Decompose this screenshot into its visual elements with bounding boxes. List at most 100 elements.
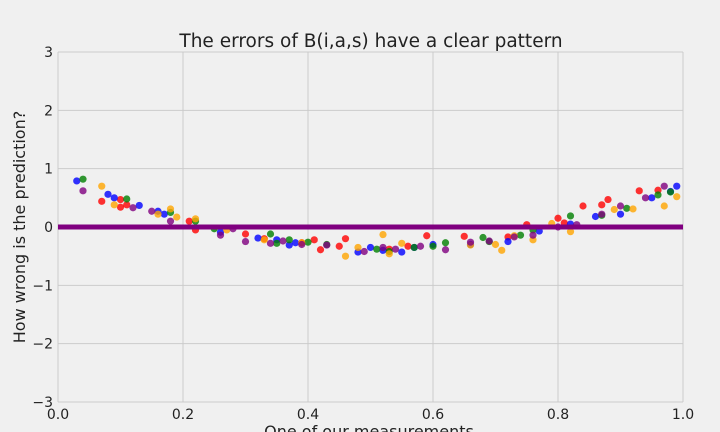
x-tick-label: 1.0 <box>672 407 694 423</box>
data-point <box>654 191 662 199</box>
data-point <box>379 230 387 239</box>
data-point <box>635 187 643 195</box>
y-tick-label: 0 <box>44 220 53 236</box>
data-point <box>598 210 606 218</box>
data-point <box>285 236 293 244</box>
data-point <box>279 237 287 245</box>
data-point <box>129 204 137 212</box>
data-point <box>73 177 81 185</box>
data-point <box>241 230 250 238</box>
data-point <box>673 193 681 201</box>
data-point <box>148 207 156 215</box>
data-point <box>354 243 362 252</box>
data-point <box>310 236 318 244</box>
x-tick-label: 0.4 <box>297 407 319 423</box>
x-tick-label: 0.6 <box>422 407 444 423</box>
data-point <box>416 242 425 250</box>
data-point <box>648 194 656 202</box>
data-point <box>510 233 518 241</box>
data-point <box>273 239 281 247</box>
data-point <box>391 245 400 253</box>
data-point <box>335 242 343 250</box>
data-point <box>604 195 612 204</box>
x-tick-label: 0.2 <box>172 407 194 423</box>
data-point <box>441 239 450 247</box>
data-point <box>479 233 487 242</box>
data-point <box>485 237 493 245</box>
data-point <box>160 210 168 218</box>
series-0 <box>98 186 662 254</box>
data-point <box>266 230 275 238</box>
x-axis-label: One of our measurements <box>264 422 474 432</box>
data-point <box>398 248 406 256</box>
data-point <box>79 175 87 183</box>
data-point <box>616 210 625 218</box>
data-point <box>404 242 412 250</box>
data-point <box>516 231 525 239</box>
y-tick-label: 1 <box>44 162 53 178</box>
data-point <box>554 214 562 222</box>
series-1 <box>73 177 681 256</box>
data-point <box>173 213 181 221</box>
x-tick-label: 0.0 <box>47 407 69 423</box>
data-point <box>316 246 325 254</box>
y-tick-label: −3 <box>32 395 53 411</box>
data-point <box>641 194 650 202</box>
scatter-points <box>73 175 681 260</box>
data-point <box>429 242 437 250</box>
data-point <box>504 237 512 246</box>
data-point <box>110 194 118 202</box>
data-point <box>566 212 575 220</box>
data-point <box>423 232 431 240</box>
data-point <box>660 182 668 190</box>
data-point <box>491 240 500 249</box>
data-point <box>591 212 600 221</box>
data-point <box>298 240 306 249</box>
data-point <box>241 237 250 246</box>
y-tick-label: −1 <box>32 278 53 294</box>
data-point <box>529 231 537 239</box>
data-point <box>285 241 293 249</box>
data-point <box>410 243 418 252</box>
data-point <box>385 250 393 258</box>
data-point <box>598 201 606 209</box>
data-point <box>373 245 381 253</box>
data-point <box>166 217 175 225</box>
data-point <box>629 205 637 213</box>
data-point <box>673 182 681 190</box>
chart-title: The errors of B(i,a,s) have a clear patt… <box>178 31 562 52</box>
data-point <box>623 204 631 212</box>
data-point <box>379 243 387 252</box>
data-point <box>116 203 125 211</box>
tick-labels: 0.0 0.2 0.4 0.6 0.8 1.0 −3 −2 −1 0 1 2 3 <box>32 45 694 423</box>
data-point <box>360 247 368 256</box>
data-point <box>79 187 87 195</box>
data-point <box>98 182 106 190</box>
data-point <box>98 197 106 205</box>
data-point <box>341 235 350 243</box>
series-4 <box>79 182 668 256</box>
data-point <box>610 205 618 214</box>
data-point <box>398 239 406 247</box>
data-point <box>260 236 268 244</box>
data-point <box>116 195 125 204</box>
data-point <box>135 201 143 210</box>
data-point <box>123 201 131 209</box>
y-tick-label: 2 <box>44 103 53 119</box>
series-2 <box>79 175 675 256</box>
data-point <box>216 231 225 239</box>
data-point <box>291 239 300 247</box>
data-point <box>304 238 312 246</box>
data-point <box>566 228 575 236</box>
data-point <box>441 246 450 254</box>
data-point <box>185 217 193 225</box>
data-point <box>191 215 200 223</box>
data-point <box>660 202 668 210</box>
data-point <box>266 239 275 247</box>
y-tick-label: 3 <box>44 45 53 61</box>
data-point <box>366 243 375 252</box>
y-tick-label: −2 <box>32 337 53 353</box>
data-point <box>323 241 331 249</box>
data-point <box>110 201 118 209</box>
